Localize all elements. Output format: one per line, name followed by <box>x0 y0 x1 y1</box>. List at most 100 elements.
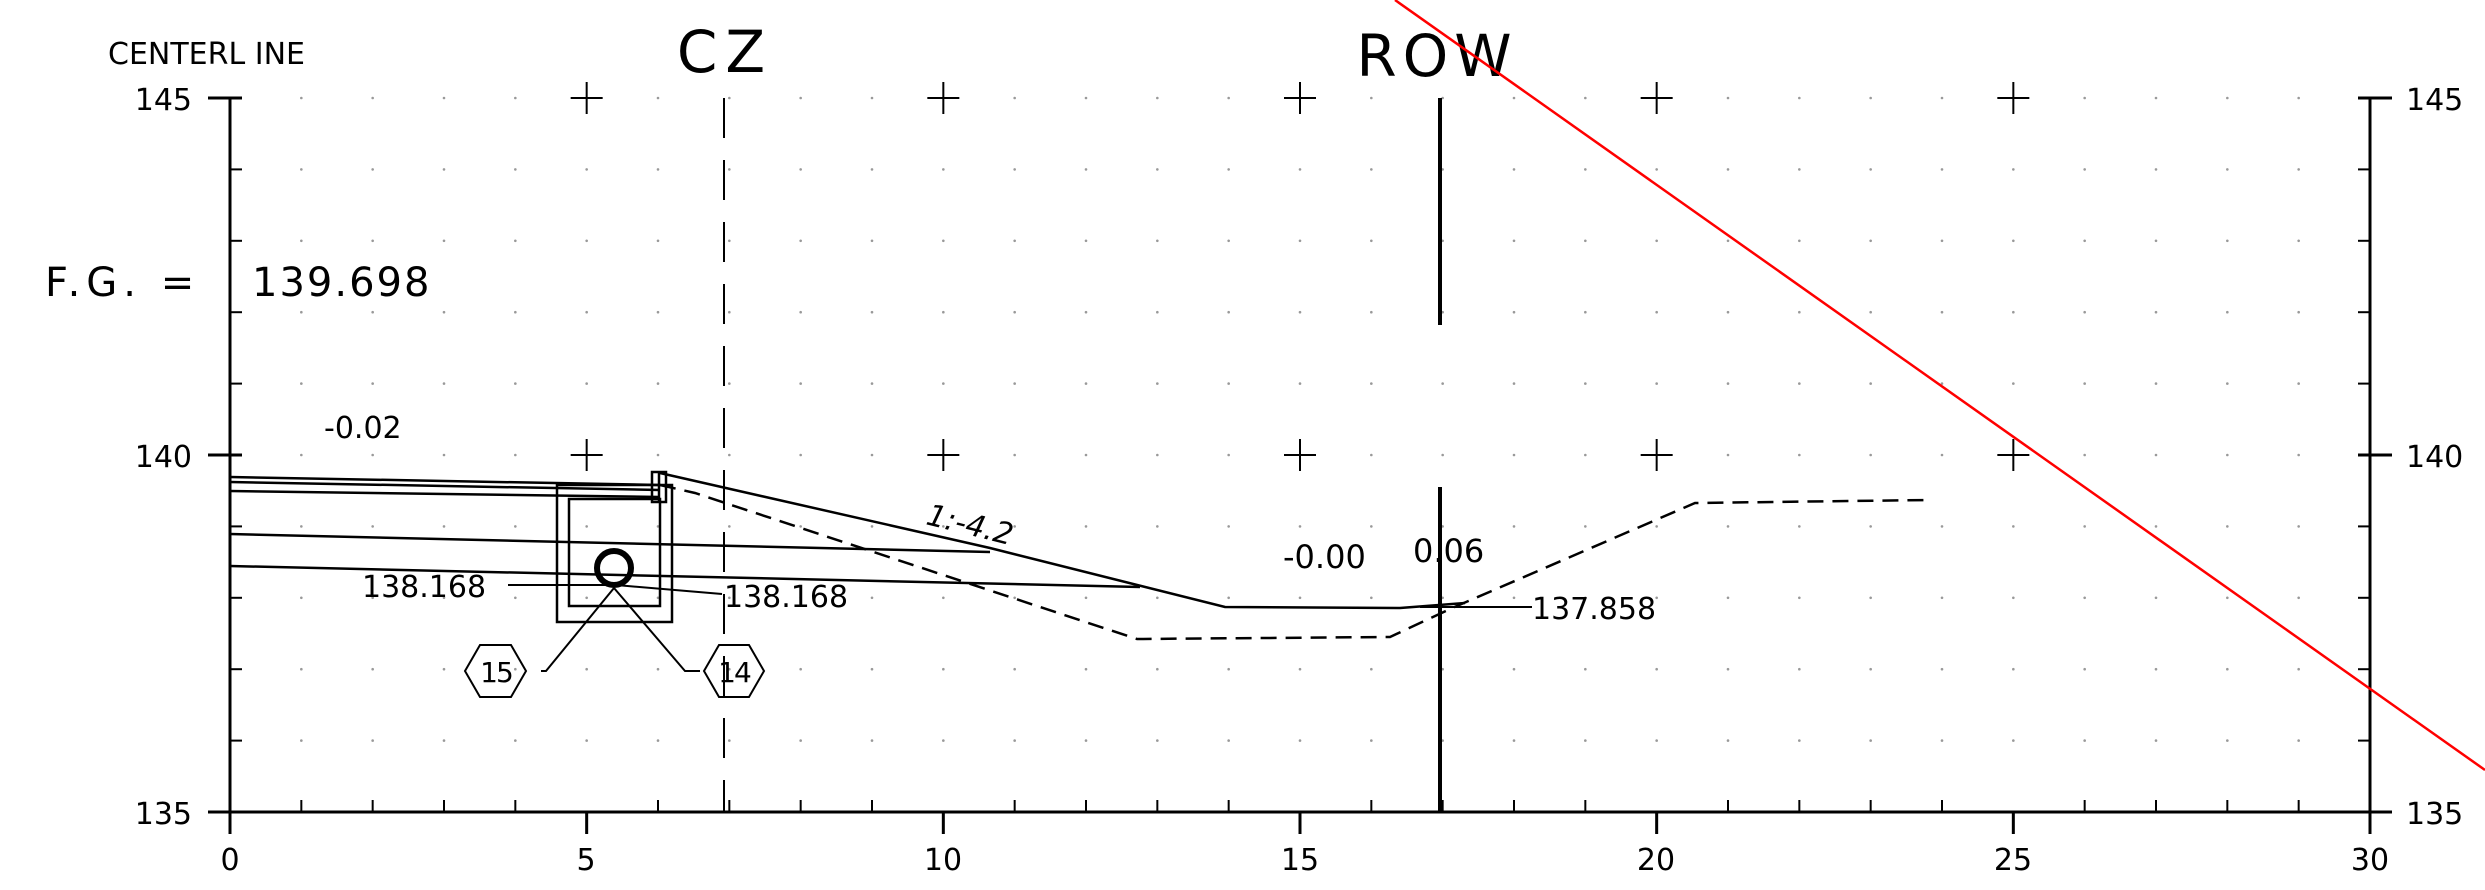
grid-dot <box>300 168 303 171</box>
grid-dot <box>799 168 802 171</box>
reference-line <box>1395 0 2485 770</box>
grid-dot <box>1655 311 1658 314</box>
grid-dot <box>1798 240 1801 243</box>
grid-dot <box>1655 739 1658 742</box>
grid-dot <box>1085 382 1088 385</box>
grid-dot <box>1655 668 1658 671</box>
grid-dot <box>1584 311 1587 314</box>
grid-dot <box>2083 168 2086 171</box>
grid-dot <box>1156 382 1159 385</box>
grid-dot <box>1798 668 1801 671</box>
grid-dot <box>1584 739 1587 742</box>
grid-dot <box>585 668 588 671</box>
grid-dot <box>871 525 874 528</box>
grid-dot <box>728 739 731 742</box>
grid-plus-marks <box>571 82 2030 471</box>
grid-dot <box>1513 739 1516 742</box>
grid-dot <box>728 311 731 314</box>
grid-dot <box>799 739 802 742</box>
y-tick-label: 140 <box>2406 440 2463 475</box>
grid-dot <box>1513 97 1516 100</box>
grid-dot <box>1513 311 1516 314</box>
grid-dot <box>1869 97 1872 100</box>
grid-dot <box>2297 97 2300 100</box>
grid-dot <box>1227 454 1230 457</box>
grid-dot <box>657 454 660 457</box>
grid-dot <box>1299 525 1302 528</box>
grid-dot <box>443 240 446 243</box>
grid-dot <box>443 168 446 171</box>
grid-dot <box>657 382 660 385</box>
grid-dot <box>942 668 945 671</box>
grid-dot <box>2297 311 2300 314</box>
grid-dot <box>1513 668 1516 671</box>
grid-dot <box>1584 168 1587 171</box>
grid-dot <box>1085 525 1088 528</box>
grid-dot <box>2155 97 2158 100</box>
grid-dot <box>514 525 517 528</box>
grid-dot <box>1584 240 1587 243</box>
grid-dot <box>1941 168 1944 171</box>
grid-dot <box>1156 454 1159 457</box>
grid-dot <box>2297 382 2300 385</box>
grid-dot <box>300 311 303 314</box>
grid-dot <box>871 240 874 243</box>
grid-dot <box>514 668 517 671</box>
x-tick-labels: 0 5 10 15 20 25 30 <box>220 843 2389 878</box>
grid-dot <box>1156 97 1159 100</box>
grid-dot <box>1727 168 1730 171</box>
grid-dot <box>1584 97 1587 100</box>
grid-dot <box>1655 525 1658 528</box>
grid-dot <box>799 97 802 100</box>
grid-dot <box>2226 168 2229 171</box>
grid-dot <box>2155 668 2158 671</box>
grid-dot <box>1227 668 1230 671</box>
grid-dot <box>1655 382 1658 385</box>
grid-dot <box>1727 525 1730 528</box>
grid-dot <box>942 739 945 742</box>
grid-dot <box>2297 597 2300 600</box>
y-tick-label: 140 <box>135 440 192 475</box>
grid-dot <box>514 597 517 600</box>
grid-dot <box>1299 240 1302 243</box>
grid-dot <box>2083 597 2086 600</box>
grid-dot <box>1227 525 1230 528</box>
grid-dot <box>2226 739 2229 742</box>
grid-dot <box>1798 525 1801 528</box>
grid-dot <box>443 97 446 100</box>
grid-dot <box>1869 525 1872 528</box>
fg-label: F.G. = <box>45 260 200 306</box>
x-minor-ticks <box>230 800 2370 834</box>
grid-dot <box>2012 168 2015 171</box>
grid-dot <box>1727 454 1730 457</box>
pipe-leader-15 <box>541 588 614 671</box>
grid-dot <box>300 382 303 385</box>
elevation-leaders <box>508 585 1532 607</box>
grid-dot <box>371 97 374 100</box>
grid-dot <box>657 668 660 671</box>
grid-dot <box>1941 454 1944 457</box>
grid-dot <box>2297 525 2300 528</box>
elev-right-label: 138.168 <box>724 580 848 615</box>
grid-dot <box>443 311 446 314</box>
grid-dot <box>1869 240 1872 243</box>
grid-dot <box>1156 311 1159 314</box>
grid-dot <box>371 311 374 314</box>
grid-dot <box>1227 739 1230 742</box>
grid-dot <box>1156 525 1159 528</box>
grid-dot <box>1584 454 1587 457</box>
grid-dot <box>1513 525 1516 528</box>
grid-dot <box>2155 525 2158 528</box>
grid-dot <box>942 168 945 171</box>
grid-dot <box>1798 739 1801 742</box>
grid-dot <box>799 382 802 385</box>
grid-dot <box>657 739 660 742</box>
grid-dot <box>871 668 874 671</box>
grid-dot <box>1727 382 1730 385</box>
grid-dot <box>1299 668 1302 671</box>
grid-dot <box>728 97 731 100</box>
grid-dot <box>1513 168 1516 171</box>
grid-dot <box>1013 668 1016 671</box>
grid-dot <box>1370 668 1373 671</box>
grid-dot <box>1941 240 1944 243</box>
